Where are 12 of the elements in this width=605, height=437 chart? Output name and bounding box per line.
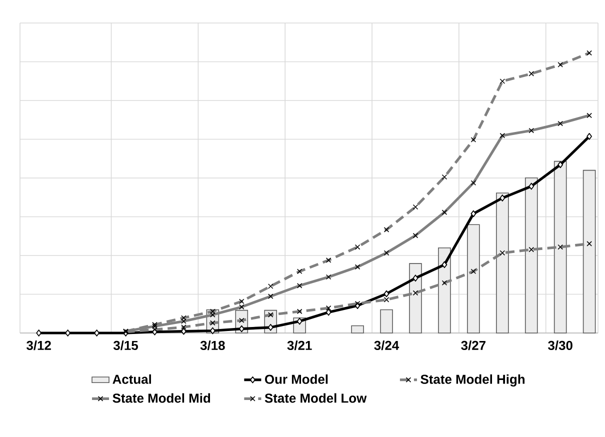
x-tick-label: 3/27 [461,340,486,350]
x-tick-label: 3/15 [113,340,138,350]
legend-label: State Model High [420,374,524,387]
x-tick-label: 3/30 [548,340,572,350]
legend-label: Our Model [265,374,328,384]
legend-label: Actual [112,374,151,384]
x-tick-label: 3/12 [26,340,51,350]
x-tick-label: 3/21 [287,340,312,350]
legend-label: State Model Low [264,393,367,403]
legend-label: State Model Mid [112,393,210,403]
x-tick-label: 3/18 [200,340,225,350]
x-tick-label: 3/24 [374,340,400,350]
